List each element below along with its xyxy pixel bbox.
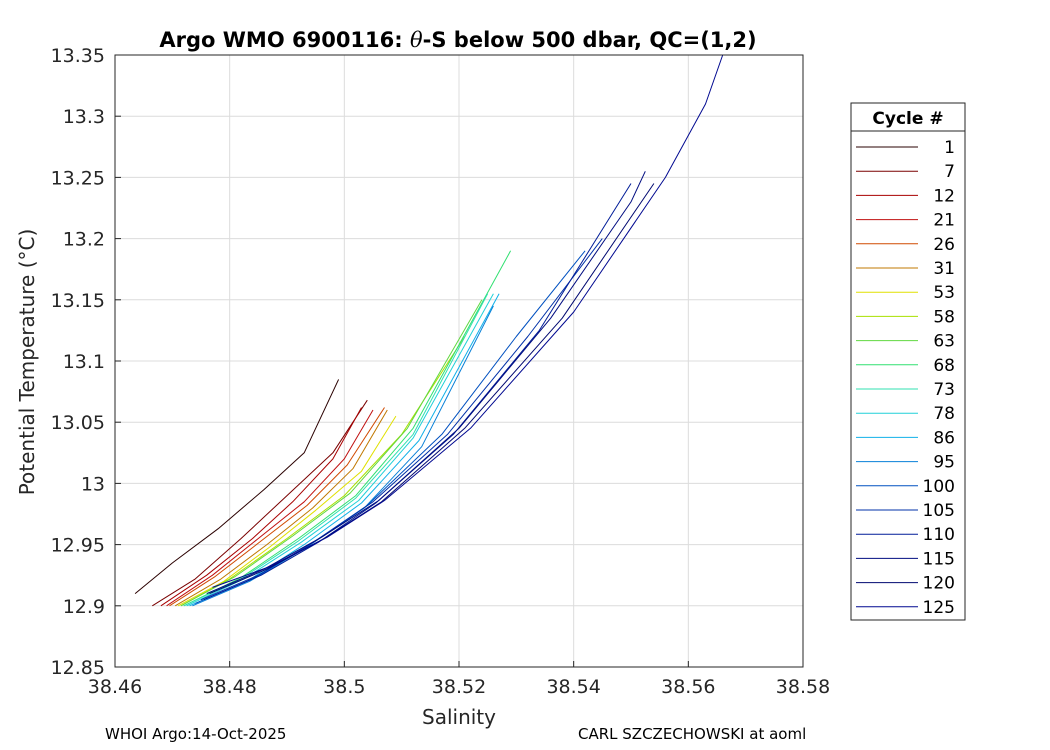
x-tick-label: 38.5	[323, 676, 365, 698]
x-tick-label: 38.48	[202, 676, 256, 698]
series-line-cycle-100	[195, 250, 586, 604]
legend-label-cycle-12: 12	[933, 186, 955, 206]
legend-label-cycle-7: 7	[944, 162, 955, 182]
footer-source: WHOI Argo:14-Oct-2025	[105, 725, 287, 743]
series-line-cycle-53	[177, 415, 397, 607]
legend-label-cycle-120: 120	[923, 574, 955, 594]
legend-label-cycle-68: 68	[933, 356, 955, 376]
legend-title: Cycle #	[872, 109, 943, 129]
series-line-cycle-105	[200, 238, 603, 601]
legend-label-cycle-110: 110	[923, 525, 955, 545]
legend-label-cycle-26: 26	[933, 235, 955, 255]
series-lines	[134, 54, 724, 607]
legend-label-cycle-53: 53	[933, 283, 955, 303]
legend-label-cycle-86: 86	[933, 428, 955, 448]
legend-label-cycle-73: 73	[933, 380, 955, 400]
y-tick-label: 13.3	[63, 106, 105, 128]
y-tick-label: 13.05	[51, 412, 105, 434]
series-line-cycle-26	[169, 407, 385, 607]
title-prefix: Argo WMO 6900116:	[159, 28, 410, 52]
chart-title: Argo WMO 6900116: θ-S below 500 dbar, QC…	[159, 28, 756, 52]
series-line-cycle-12	[160, 407, 362, 607]
series-line-cycle-110	[203, 183, 632, 601]
y-tick-label: 12.85	[51, 657, 105, 679]
series-line-cycle-31	[174, 409, 388, 607]
series-line-cycle-68	[183, 250, 512, 607]
series-line-cycle-125	[212, 54, 724, 588]
legend-label-cycle-1: 1	[944, 138, 955, 158]
legend-label-cycle-31: 31	[933, 259, 955, 279]
y-tick-label: 13	[81, 473, 105, 495]
series-line-cycle-58	[180, 336, 466, 607]
legend-label-cycle-100: 100	[923, 477, 955, 497]
series-line-cycle-115	[206, 171, 646, 595]
legend-label-cycle-125: 125	[923, 598, 955, 618]
grid-lines	[114, 54, 804, 668]
legend-label-cycle-95: 95	[933, 453, 955, 473]
y-tick-label: 12.95	[51, 535, 105, 557]
y-axis-label: Potential Temperature (°C)	[15, 229, 39, 496]
series-line-cycle-7	[152, 399, 368, 607]
x-tick-label: 38.56	[661, 676, 715, 698]
y-tick-label: 13.15	[51, 290, 105, 312]
x-tick-label: 38.58	[776, 676, 830, 698]
y-tick-label: 13.25	[51, 167, 105, 189]
series-line-cycle-21	[166, 409, 374, 607]
legend-label-cycle-21: 21	[933, 211, 955, 231]
x-tick-label: 38.54	[546, 676, 600, 698]
legend: Cycle # 1 7 12 21 26 31 53 58 63 68 73 78 86 95 100 105…	[850, 102, 966, 621]
series-line-cycle-63	[180, 299, 483, 607]
x-tick-label: 38.46	[88, 676, 142, 698]
x-tick-label: 38.52	[432, 676, 486, 698]
title-theta-symbol: θ	[410, 28, 423, 52]
legend-label-cycle-115: 115	[923, 549, 955, 569]
axis-ticks: 38.46 38.48 38.5 38.52 38.54 38.56 38.58 12.85 1…	[51, 45, 831, 698]
title-suffix: -S below 500 dbar, QC=(1,2)	[423, 28, 757, 52]
legend-label-cycle-78: 78	[933, 404, 955, 424]
y-tick-label: 13.2	[63, 229, 105, 251]
footer-operator: CARL SZCZECHOWSKI at aoml	[578, 725, 807, 743]
legend-label-cycle-105: 105	[923, 501, 955, 521]
y-tick-label: 12.9	[63, 596, 105, 618]
legend-label-cycle-63: 63	[933, 332, 955, 352]
legend-label-cycle-58: 58	[933, 307, 955, 327]
x-axis-label: Salinity	[422, 705, 496, 729]
series-line-cycle-95	[192, 305, 494, 607]
series-line-cycle-1	[134, 379, 340, 594]
y-tick-label: 13.35	[51, 45, 105, 67]
y-tick-label: 13.1	[63, 351, 105, 373]
